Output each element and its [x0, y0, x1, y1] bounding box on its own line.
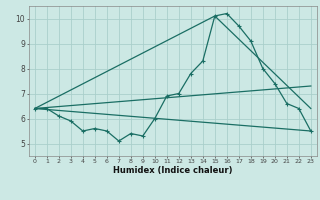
X-axis label: Humidex (Indice chaleur): Humidex (Indice chaleur) [113, 166, 233, 175]
